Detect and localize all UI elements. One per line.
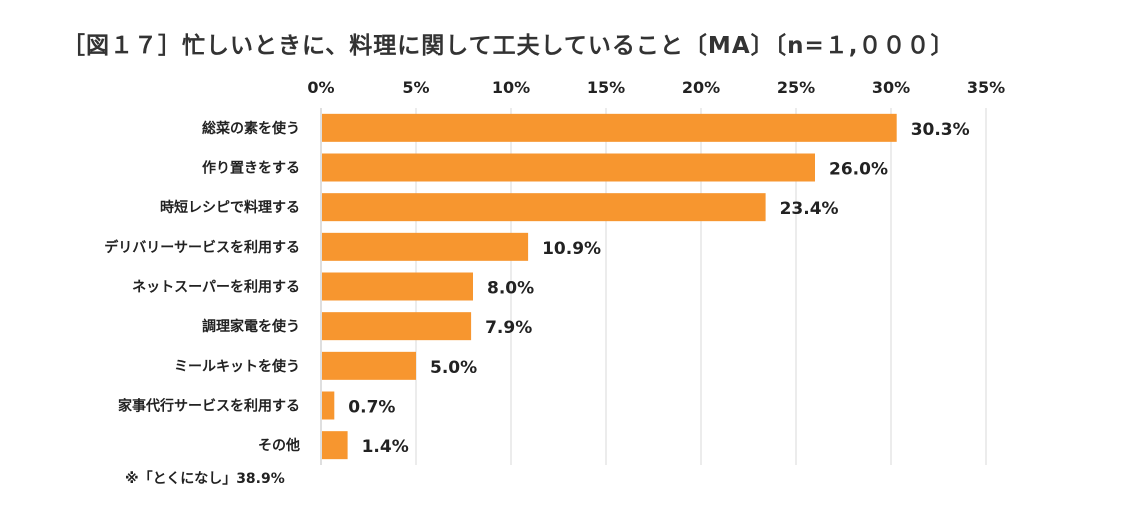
x-tick-label: 5% [402, 78, 429, 97]
category-label: 調理家電を使う [202, 318, 300, 335]
data-label: 8.0% [487, 279, 534, 299]
bar [322, 232, 529, 261]
bar [322, 312, 472, 341]
data-label: 0.7% [348, 398, 395, 418]
category-label: 家事代行サービスを利用する [118, 398, 300, 415]
category-label: デリバリーサービスを利用する [104, 239, 300, 256]
bar [322, 431, 348, 460]
category-label: 時短レシピで料理する [160, 199, 300, 216]
data-label: 26.0% [829, 160, 888, 180]
x-tick-label: 20% [682, 78, 720, 97]
bar [322, 153, 815, 182]
bar [322, 351, 416, 380]
x-tick-label: 30% [872, 78, 910, 97]
bar [322, 113, 897, 142]
footnote: ※「とくになし」38.9% [125, 471, 285, 487]
bar [322, 391, 335, 420]
category-label: 総菜の素を使う [202, 120, 300, 137]
chart-title: ［図１７］忙しいときに、料理に関して工夫していること〔MA〕〔n=１,０００〕 [62, 33, 955, 59]
data-label: 23.4% [780, 199, 839, 219]
x-tick-label: 35% [967, 78, 1005, 97]
x-tick-label: 25% [777, 78, 815, 97]
data-label: 1.4% [362, 437, 409, 457]
x-tick-label: 15% [587, 78, 625, 97]
category-label: ネットスーパーを利用する [132, 279, 300, 296]
category-label: ミールキットを使う [174, 358, 300, 375]
bar [322, 272, 473, 301]
category-label: その他 [258, 437, 300, 454]
x-tick-label: 0% [307, 78, 334, 97]
category-label: 作り置きをする [202, 160, 300, 177]
data-label: 10.9% [542, 239, 601, 259]
data-label: 5.0% [430, 358, 477, 378]
data-label: 7.9% [485, 318, 532, 338]
x-tick-label: 10% [492, 78, 530, 97]
data-label: 30.3% [911, 120, 970, 140]
bar [322, 193, 766, 222]
